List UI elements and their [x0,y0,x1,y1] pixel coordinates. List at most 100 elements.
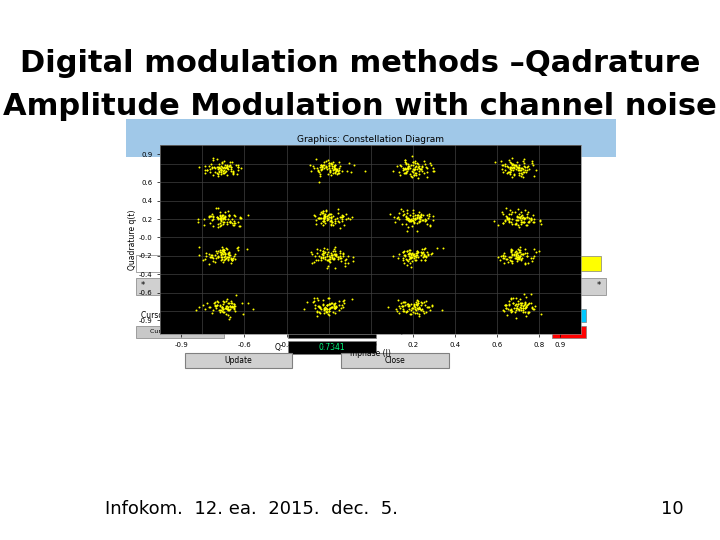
Point [315,166,326,174]
Point [212,172,223,180]
Point [329,299,341,307]
Point [323,256,335,265]
Point [306,249,318,258]
Point [408,166,420,175]
Point [505,167,516,176]
Point [409,215,420,224]
Point [325,302,337,311]
Point [401,213,413,222]
Point [500,212,511,221]
Point [215,220,227,229]
Point [321,305,333,314]
Point [505,306,517,315]
Point [489,157,500,166]
Point [518,213,529,222]
Point [410,308,421,317]
Point [503,218,515,226]
Point [416,166,428,175]
Point [211,155,222,164]
Point [207,214,218,223]
Point [514,246,526,255]
Point [325,303,337,312]
Point [328,157,339,166]
Point [416,299,428,307]
Point [401,247,413,255]
Point [523,259,534,267]
Point [326,160,338,168]
Point [521,210,533,218]
Point [521,292,532,301]
Point [420,297,432,306]
Point [220,249,231,258]
Point [216,249,228,258]
Point [499,259,510,267]
Point [215,308,226,316]
Bar [552,309,586,322]
Point [323,299,334,308]
Point [347,257,359,266]
Point [190,306,202,314]
Point [400,169,411,178]
Point [207,251,218,259]
Point [228,301,240,310]
Point [313,214,325,222]
Point [510,162,522,171]
Point [217,253,229,262]
Point [313,308,325,316]
Point [498,254,509,262]
Point [410,253,422,262]
Point [201,166,212,175]
Point [392,212,404,221]
Point [215,166,227,175]
Point [415,251,427,259]
Point [508,303,520,312]
Point [413,303,424,312]
Point [409,168,420,177]
Point [334,224,346,232]
Point [500,303,512,312]
Point [517,307,528,316]
Point [217,249,229,258]
Point [210,167,221,176]
Point [326,303,338,312]
Point [502,258,513,267]
Point [212,249,223,258]
Point [400,214,412,223]
Point [325,250,337,259]
Text: Amplitude Modulation with channel noise: Amplitude Modulation with channel noise [3,92,717,121]
Point [506,215,518,224]
Point [499,166,510,174]
Point [311,307,323,315]
Point [212,214,224,223]
Point [227,218,238,227]
Point [412,211,423,219]
Point [391,307,402,315]
Point [222,299,233,307]
Point [232,218,243,226]
Point [198,215,210,224]
Text: *: * [140,281,145,291]
Point [505,294,516,303]
Point [408,171,420,179]
Point [202,166,213,174]
Point [207,257,219,266]
Point [328,300,340,308]
Point [326,164,338,172]
Point [222,207,233,216]
Point [511,212,523,221]
Point [309,211,320,220]
Point [500,254,511,263]
Point [215,162,226,171]
Point [419,244,431,252]
Point [201,248,212,257]
Point [323,159,335,167]
Point [416,163,428,171]
Point [511,256,523,265]
Point [405,217,416,225]
Point [504,163,516,171]
Point [221,160,233,169]
Point [213,164,225,172]
Point [328,165,339,173]
Point [401,212,413,221]
Point [242,211,253,219]
